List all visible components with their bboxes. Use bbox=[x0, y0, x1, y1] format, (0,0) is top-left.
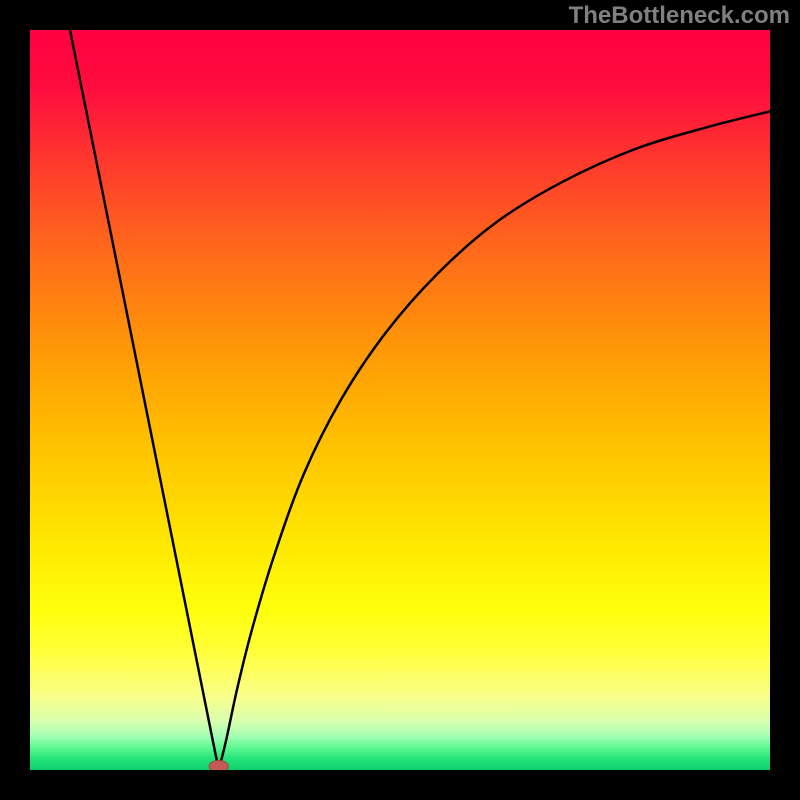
optimum-marker bbox=[209, 760, 228, 770]
plot-svg bbox=[30, 30, 770, 770]
chart-frame: TheBottleneck.com bbox=[0, 0, 800, 800]
plot-area bbox=[30, 30, 770, 770]
watermark-text: TheBottleneck.com bbox=[569, 2, 790, 30]
